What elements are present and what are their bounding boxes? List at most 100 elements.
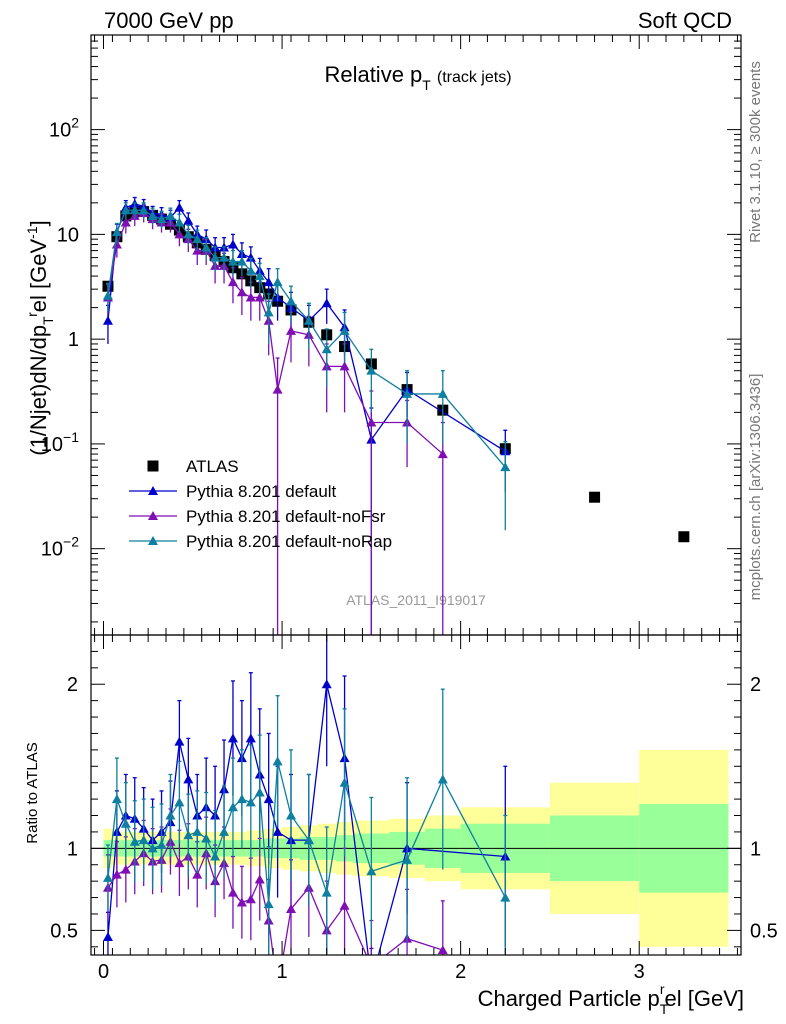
ratio-point-pythia-8-201-default-norap [129, 836, 140, 846]
point-pythia-8-201-default-nofsr [437, 449, 448, 459]
x-tick-label: 3 [634, 961, 645, 983]
svg-text:(1/Njet)dN/dpTrel [GeV-1]: (1/Njet)dN/dpTrel [GeV-1] [24, 220, 56, 456]
title-tail: (track jets) [437, 69, 512, 86]
point-pythia-8-201-default-nofsr [254, 292, 265, 302]
ratio-point-pythia-8-201-default-nofsr [437, 945, 448, 955]
ratio-point-pythia-8-201-default [227, 733, 238, 743]
point-pythia-8-201-default-nofsr [174, 229, 185, 239]
point-pythia-8-201-default-norap [210, 252, 221, 262]
ratio-point-pythia-8-201-default-norap [102, 872, 113, 882]
point-pythia-8-201-default-nofsr [286, 325, 296, 335]
ratio-plot-area [91, 635, 741, 985]
ratio-y-tick-label-left: 2 [67, 674, 78, 696]
title-sub: T [422, 77, 431, 93]
point-atlas [589, 491, 601, 503]
ratio-point-pythia-8-201-default-norap [272, 756, 283, 766]
ratio-point-pythia-8-201-default-norap [120, 818, 131, 828]
ratio-point-pythia-8-201-default [174, 736, 185, 746]
line-pythia-8-201-default-norap [107, 209, 506, 468]
point-pythia-8-201-default-norap [402, 388, 413, 398]
ratio-point-pythia-8-201-default-norap [183, 830, 194, 840]
ratio-point-pythia-8-201-default-norap [219, 826, 230, 836]
axes: 0 1 2 3 10−2 10−1 1 10 102 0.5 0.5 1 1 2 2 [41, 34, 778, 983]
point-pythia-8-201-default-norap [339, 325, 350, 335]
y-tick-label: 10 [57, 224, 79, 246]
ratio-y-tick-label-left: 1 [67, 838, 78, 860]
y-axis-label: (1/Njet)dN/dpTrel [GeV-1] [24, 220, 56, 456]
y-tick-label: 102 [49, 115, 79, 142]
ratio-point-pythia-8-201-default-norap [210, 851, 221, 861]
point-pythia-8-201-default-nofsr [245, 292, 256, 302]
chart-title: Relative pT (track jets) [324, 62, 511, 93]
point-pythia-8-201-default-norap [192, 234, 203, 244]
ratio-point-pythia-8-201-default-norap [174, 797, 185, 807]
ratio-point-pythia-8-201-default-norap [303, 835, 314, 845]
ratio-point-pythia-8-201-default-norap [321, 887, 332, 897]
ratio-y-axis-label: Ratio to ATLAS [24, 742, 41, 843]
ratio-point-pythia-8-201-default [245, 733, 256, 743]
point-pythia-8-201-default-nofsr [366, 417, 377, 427]
point-pythia-8-201-default-norap [366, 365, 377, 375]
point-pythia-8-201-default-norap [263, 307, 274, 317]
legend-label-pythia-8-201-default: Pythia 8.201 default [186, 482, 337, 501]
point-pythia-8-201-default [102, 315, 113, 325]
ratio-point-pythia-8-201-default-norap [201, 833, 212, 843]
point-pythia-8-201-default-norap [201, 242, 212, 252]
ratio-panel [91, 635, 741, 985]
point-pythia-8-201-default-norap [286, 296, 296, 306]
point-pythia-8-201-default-norap [272, 277, 283, 287]
point-pythia-8-201-default-norap [303, 315, 314, 325]
point-pythia-8-201-default-norap [500, 462, 511, 472]
ratio-point-pythia-8-201-default-norap [165, 810, 176, 820]
legend-marker-atlas [147, 460, 159, 472]
ratio-point-pythia-8-201-default [263, 794, 274, 804]
ratio-point-pythia-8-201-default-nofsr [286, 904, 296, 914]
point-pythia-8-201-default [245, 252, 256, 262]
legend: ATLAS Pythia 8.201 default Pythia 8.201 de… [129, 457, 392, 551]
ratio-point-pythia-8-201-default-norap [437, 774, 448, 784]
ratio-point-pythia-8-201-default-nofsr [254, 874, 265, 884]
ratio-point-pythia-8-201-default-norap [227, 802, 238, 812]
point-pythia-8-201-default-norap [111, 227, 122, 237]
ratio-point-pythia-8-201-default-nofsr [339, 900, 350, 910]
ratio-point-pythia-8-201-default-nofsr [174, 858, 185, 868]
point-pythia-8-201-default-norap [138, 205, 149, 215]
point-pythia-8-201-default-norap [120, 205, 131, 215]
ratio-point-pythia-8-201-default-norap [111, 794, 122, 804]
point-pythia-8-201-default-nofsr [272, 384, 283, 394]
ratio-y-tick-label-right: 1 [750, 838, 761, 860]
point-pythia-8-201-default-norap [156, 214, 167, 224]
ratio-point-pythia-8-201-default-norap [339, 777, 350, 787]
point-pythia-8-201-default-norap [437, 388, 448, 398]
analysis-watermark: ATLAS_2011_I919017 [346, 592, 486, 608]
ratio-point-pythia-8-201-default-norap [366, 866, 377, 876]
x-axis-label-main: Charged Particle p [478, 986, 660, 1011]
main-panel [102, 196, 690, 635]
point-pythia-8-201-default-norap [174, 217, 185, 227]
ratio-point-pythia-8-201-default-norap [254, 787, 265, 797]
ratio-line-pythia-8-201-default-norap [107, 761, 506, 905]
ratio-y-tick-label-right: 0.5 [750, 920, 778, 942]
point-pythia-8-201-default-norap [236, 256, 247, 266]
ratio-point-pythia-8-201-default-nofsr [236, 897, 247, 907]
ratio-point-pythia-8-201-default-norap [500, 892, 511, 902]
mcplots-reference-text: mcplots.cern.ch [arXiv:1306.3436] [747, 374, 764, 601]
ratio-point-pythia-8-201-default-norap [245, 797, 256, 807]
point-pythia-8-201-default-nofsr [227, 277, 238, 287]
ratio-y-tick-label-left: 0.5 [50, 920, 78, 942]
ratio-point-pythia-8-201-default-nofsr [366, 961, 376, 970]
x-tick-label: 2 [455, 961, 466, 983]
x-tick-label: 0 [98, 961, 109, 983]
point-pythia-8-201-default [183, 215, 194, 225]
ratio-point-pythia-8-201-default [366, 976, 376, 985]
ratio-point-pythia-8-201-default [102, 931, 113, 941]
legend-label-pythia-8-201-default-nofsr: Pythia 8.201 default-noFsr [186, 507, 386, 526]
point-pythia-8-201-default-norap [219, 252, 230, 262]
line-pythia-8-201-default-nofsr [107, 212, 444, 455]
y-tick-label: 1 [68, 329, 79, 351]
ratio-point-pythia-8-201-default-norap [286, 810, 296, 820]
y-tick-label: 10−2 [41, 534, 79, 561]
ratio-point-pythia-8-201-default-norap [138, 835, 149, 845]
y-tick-label: 10−1 [41, 429, 79, 456]
